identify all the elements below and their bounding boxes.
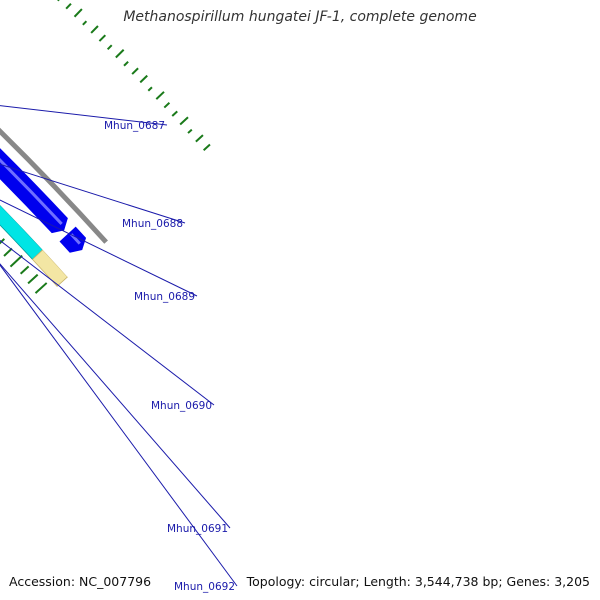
- backbone-line: [0, 127, 108, 244]
- cog-band-segment: [31, 249, 69, 287]
- gene-label: Mhun_0688: [122, 218, 183, 230]
- gc-skew-tick: [19, 265, 30, 275]
- gene-label: Mhun_0692: [174, 581, 235, 593]
- gc-content-tick: [163, 102, 171, 109]
- cds-highlight: [0, 158, 63, 225]
- gc-content-tick: [202, 143, 211, 151]
- gc-content-tick: [139, 74, 148, 84]
- gc-content-tick: [98, 34, 107, 42]
- gc-content-tick: [82, 20, 88, 26]
- gene-label: Mhun_0691: [167, 523, 228, 535]
- gene-label-track: Mhun_0687 Mhun_0688 Mhun_0689 Mhun_0690 Mhun…: [0, 105, 238, 593]
- gc-skew-tick: [27, 273, 39, 285]
- gc-content-tick: [65, 2, 72, 10]
- gc-content-tick: [171, 110, 178, 117]
- cog-track: [0, 197, 72, 287]
- gene-leader-line: [0, 105, 168, 126]
- gene-label: Mhun_0690: [151, 400, 212, 412]
- gc-skew-tick: [9, 254, 23, 268]
- gc-content-tick: [179, 116, 189, 126]
- gc-content-tick: [115, 49, 125, 59]
- cds-highlight: [70, 233, 81, 245]
- accession-text: Accession: NC_007796: [9, 574, 152, 589]
- gene-leader-line: [0, 199, 198, 297]
- gene-leader-line: [0, 263, 231, 529]
- gc-content-tick: [123, 60, 129, 67]
- gene-leader-line: [0, 163, 186, 224]
- gc-content-tick: [90, 25, 99, 34]
- gc-skew-track: [0, 0, 211, 294]
- gc-content-tick: [73, 8, 83, 18]
- gc-skew-tick: [3, 247, 13, 257]
- gc-skew-tick: [0, 238, 6, 245]
- backbone-track: [0, 127, 108, 244]
- gc-content-tick: [195, 134, 204, 143]
- gene-arrow-icon: [59, 226, 87, 253]
- gc-skew-tick: [34, 282, 48, 294]
- gene-label: Mhun_0687: [104, 120, 165, 132]
- gc-content-tick: [131, 67, 139, 75]
- gc-content-tick: [106, 44, 113, 50]
- map-title: Methanospirillum hungatei JF-1, complete…: [123, 9, 477, 25]
- gene-leader-line: [0, 239, 215, 406]
- cog-band-gap: [0, 197, 72, 277]
- gene-leader-line: [0, 264, 238, 587]
- gc-content-tick: [147, 86, 153, 92]
- topology-text: Topology: circular; Length: 3,544,738 bp…: [246, 574, 590, 589]
- gc-content-tick: [187, 128, 193, 134]
- gc-content-tick: [57, 0, 60, 2]
- gene-label: Mhun_0689: [134, 291, 195, 303]
- gc-content-tick: [155, 91, 165, 100]
- cds-feature-mhun-0692: [59, 226, 87, 253]
